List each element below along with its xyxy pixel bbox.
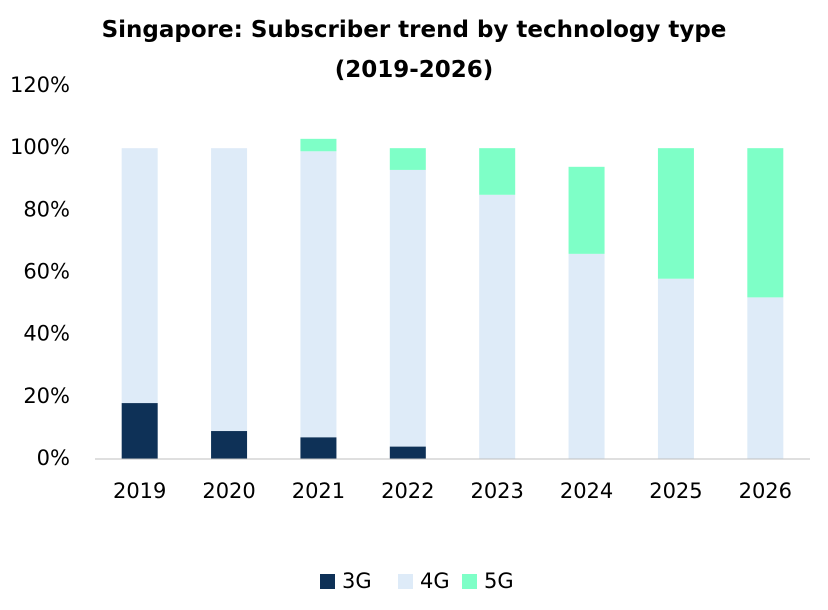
bar-segment [568,166,605,254]
legend-swatch [398,574,413,589]
bar-segment [568,253,605,459]
bar-segment [389,169,426,447]
bar-segment [479,194,516,459]
bar-segment [479,148,516,195]
y-tick-label: 20% [23,384,70,408]
bar-segment [121,148,158,404]
bar-segment [389,148,426,170]
x-tick-label: 2026 [739,479,792,503]
x-tick-label: 2020 [202,479,255,503]
legend-label: 3G [342,569,372,593]
bar-segment [300,437,337,459]
bar-segment [121,403,158,459]
bar-segment [300,138,337,152]
x-tick-label: 2021 [292,479,345,503]
bar-segment [300,151,337,438]
bar-segment [211,148,248,432]
y-tick-label: 120% [10,73,70,97]
x-tick-label: 2025 [649,479,702,503]
bar-segment [747,297,784,459]
y-tick-label: 40% [23,322,70,346]
bar-segment [389,446,426,459]
legend-label: 4G [420,569,450,593]
y-tick-label: 80% [23,197,70,221]
bar-segment [657,148,694,279]
legend-label: 5G [484,569,514,593]
y-tick-label: 100% [10,135,70,159]
x-tick-label: 2023 [470,479,523,503]
y-tick-label: 60% [23,260,70,284]
bar-segment [657,278,694,459]
bar-segment [747,148,784,298]
bar-segment [211,431,248,459]
x-tick-label: 2024 [560,479,613,503]
chart-title: Singapore: Subscriber trend by technolog… [101,17,727,83]
legend-swatch [320,574,335,589]
y-tick-label: 0% [37,446,70,470]
x-tick-label: 2022 [381,479,434,503]
x-tick-label: 2019 [113,479,166,503]
legend-swatch [462,574,477,589]
